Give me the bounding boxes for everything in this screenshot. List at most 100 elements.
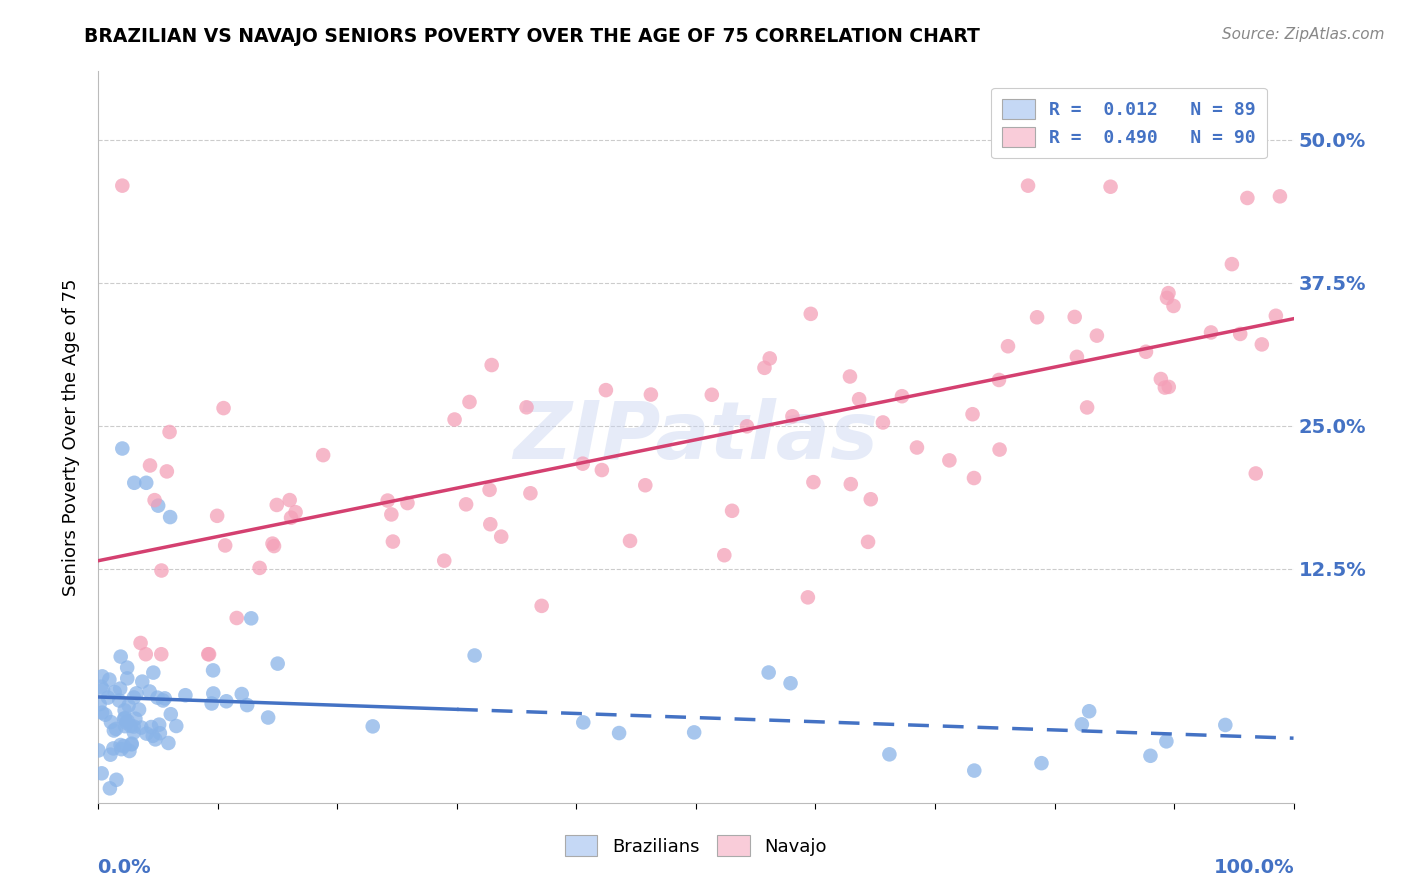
Point — [249, 561, 271, 575]
Point — [1139, 748, 1161, 763]
Point — [1250, 337, 1272, 351]
Point — [117, 672, 139, 686]
Point — [139, 458, 162, 473]
Point — [758, 665, 780, 680]
Point — [1099, 179, 1122, 194]
Point — [91, 706, 114, 720]
Point — [117, 698, 139, 713]
Point — [94, 707, 117, 722]
Point — [149, 726, 172, 740]
Point — [1213, 718, 1236, 732]
Point — [1268, 189, 1291, 203]
Point — [124, 712, 146, 726]
Point — [120, 719, 142, 733]
Point — [284, 505, 307, 519]
Point — [124, 475, 146, 490]
Point — [1153, 380, 1175, 394]
Point — [464, 648, 486, 663]
Point — [114, 719, 136, 733]
Point — [1085, 328, 1108, 343]
Point — [103, 741, 125, 756]
Point — [700, 388, 723, 402]
Point — [396, 496, 419, 510]
Point — [121, 738, 143, 752]
Point — [779, 676, 801, 690]
Point — [174, 688, 197, 702]
Point — [150, 564, 173, 578]
Point — [263, 539, 285, 553]
Point — [129, 636, 152, 650]
Point — [803, 475, 825, 490]
Point — [962, 407, 984, 421]
Point — [89, 697, 111, 711]
Point — [115, 715, 138, 730]
Point — [1157, 286, 1180, 301]
Point — [683, 725, 706, 739]
Point — [111, 178, 134, 193]
Point — [122, 690, 145, 705]
Point — [143, 493, 166, 508]
Point — [90, 680, 112, 694]
Point — [591, 463, 613, 477]
Point — [519, 486, 541, 500]
Point — [848, 392, 870, 407]
Point — [202, 664, 225, 678]
Point — [97, 690, 120, 705]
Legend: Brazilians, Navajo: Brazilians, Navajo — [558, 828, 834, 863]
Point — [122, 725, 145, 739]
Text: BRAZILIAN VS NAVAJO SENIORS POVERTY OVER THE AGE OF 75 CORRELATION CHART: BRAZILIAN VS NAVAJO SENIORS POVERTY OVER… — [84, 27, 980, 45]
Point — [433, 554, 456, 568]
Point — [111, 442, 134, 456]
Point — [150, 647, 173, 661]
Point — [121, 737, 143, 751]
Point — [104, 685, 127, 699]
Point — [721, 504, 744, 518]
Point — [987, 373, 1010, 387]
Point — [782, 409, 804, 424]
Point — [266, 498, 288, 512]
Point — [91, 669, 114, 683]
Point — [98, 673, 121, 687]
Point — [607, 726, 630, 740]
Point — [1264, 309, 1286, 323]
Point — [735, 419, 758, 434]
Point — [267, 657, 290, 671]
Point — [938, 453, 960, 467]
Point — [159, 510, 181, 524]
Point — [758, 351, 780, 366]
Point — [135, 647, 157, 661]
Point — [1236, 191, 1258, 205]
Text: 100.0%: 100.0% — [1215, 858, 1295, 877]
Point — [456, 497, 478, 511]
Point — [148, 499, 170, 513]
Point — [110, 649, 132, 664]
Point — [215, 694, 238, 708]
Point — [131, 721, 153, 735]
Point — [619, 533, 641, 548]
Point — [135, 726, 157, 740]
Point — [489, 530, 512, 544]
Point — [361, 719, 384, 733]
Point — [156, 464, 179, 478]
Point — [148, 717, 170, 731]
Point — [905, 441, 928, 455]
Point — [159, 425, 181, 439]
Point — [105, 772, 128, 787]
Point — [225, 611, 247, 625]
Point — [202, 686, 225, 700]
Point — [145, 732, 167, 747]
Point — [110, 742, 132, 756]
Point — [1026, 310, 1049, 325]
Text: ZIPatlas: ZIPatlas — [513, 398, 879, 476]
Point — [1156, 734, 1178, 748]
Point — [118, 744, 141, 758]
Point — [1135, 344, 1157, 359]
Point — [800, 307, 823, 321]
Point — [112, 739, 135, 753]
Point — [1220, 257, 1243, 271]
Point — [1031, 756, 1053, 771]
Point — [479, 517, 502, 532]
Point — [165, 719, 187, 733]
Point — [572, 715, 595, 730]
Point — [87, 743, 110, 757]
